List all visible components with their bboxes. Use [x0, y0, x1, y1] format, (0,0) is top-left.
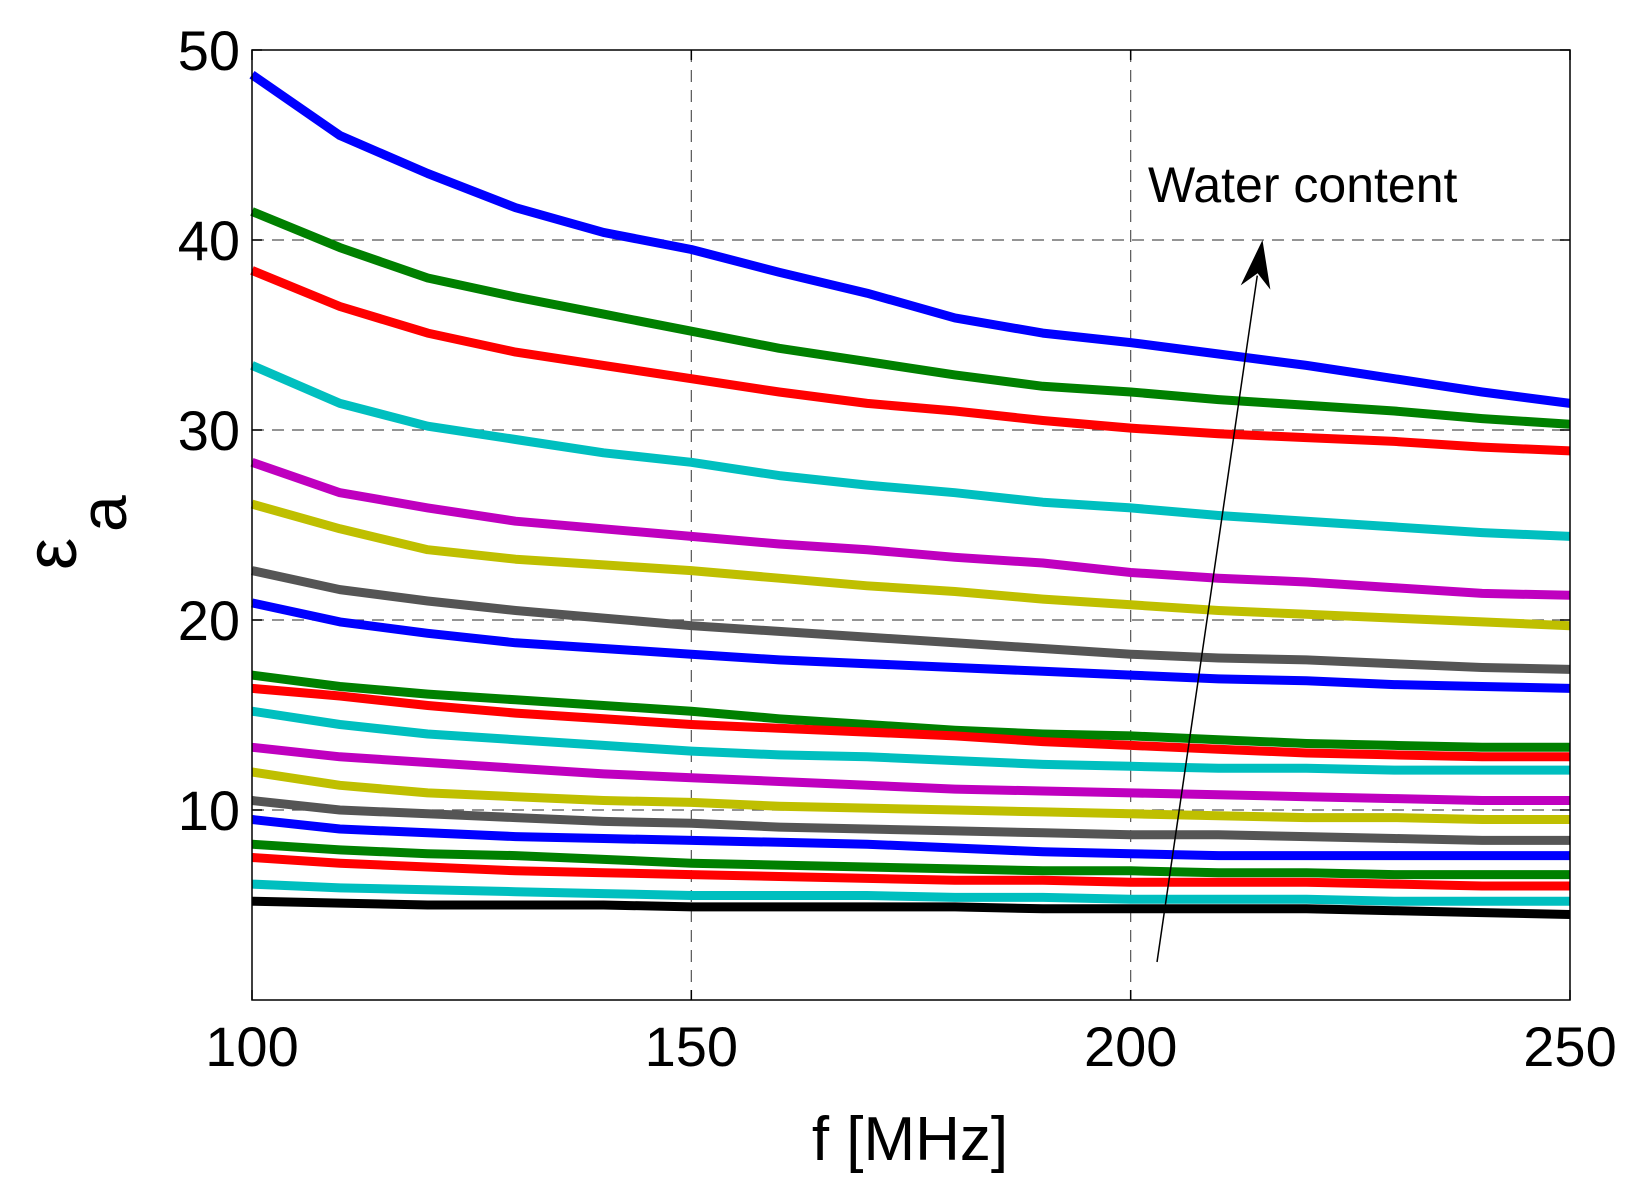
water-content-label: Water content: [1148, 157, 1458, 213]
x-axis-title: f [MHz]: [812, 1105, 1008, 1174]
annotation: Water content: [1148, 157, 1458, 963]
series-line-2: [250, 207, 1571, 429]
plot-frame: [251, 49, 1571, 1001]
series-line-7: [251, 566, 1571, 674]
series-line-14: [251, 796, 1570, 845]
water-content-arrowhead: [1240, 240, 1271, 290]
y-tick-label-10: 10: [178, 779, 240, 842]
series-line-17: [251, 853, 1570, 891]
series-line-6: [250, 499, 1571, 631]
y-axis-title-symbol: ε: [12, 538, 92, 570]
series-line-9: [251, 670, 1570, 752]
y-tick-label-40: 40: [178, 209, 240, 272]
series-line-4: [250, 361, 1571, 541]
series-line-19: [251, 896, 1571, 919]
series-line-12: [251, 742, 1570, 805]
series-line-3: [250, 266, 1571, 456]
water-content-arrow: [1156, 275, 1259, 963]
x-tick-label-250: 250: [1523, 1015, 1616, 1078]
series-line-16: [251, 839, 1570, 880]
series-line-13: [251, 767, 1570, 824]
series-line-1: [249, 70, 1571, 408]
series-line-11: [251, 706, 1570, 775]
y-tick-label-30: 30: [178, 399, 240, 462]
y-axis-title-subscript: a: [66, 495, 140, 532]
series-line-5: [250, 458, 1571, 600]
x-tick-label-200: 200: [1084, 1015, 1177, 1078]
y-tick-label-20: 20: [178, 589, 240, 652]
x-tick-label-100: 100: [205, 1015, 298, 1078]
series-lines: [249, 70, 1571, 919]
series-line-15: [251, 815, 1570, 861]
series-line-18: [251, 879, 1570, 906]
y-tick-label-50: 50: [178, 19, 240, 82]
axis-ticks: 100 150 200 250 10 20 30 40 50: [178, 19, 1617, 1078]
series-line-8: [251, 598, 1571, 693]
series-line-10: [251, 683, 1570, 762]
x-tick-label-150: 150: [645, 1015, 738, 1078]
y-axis-title: ε a: [12, 495, 140, 570]
